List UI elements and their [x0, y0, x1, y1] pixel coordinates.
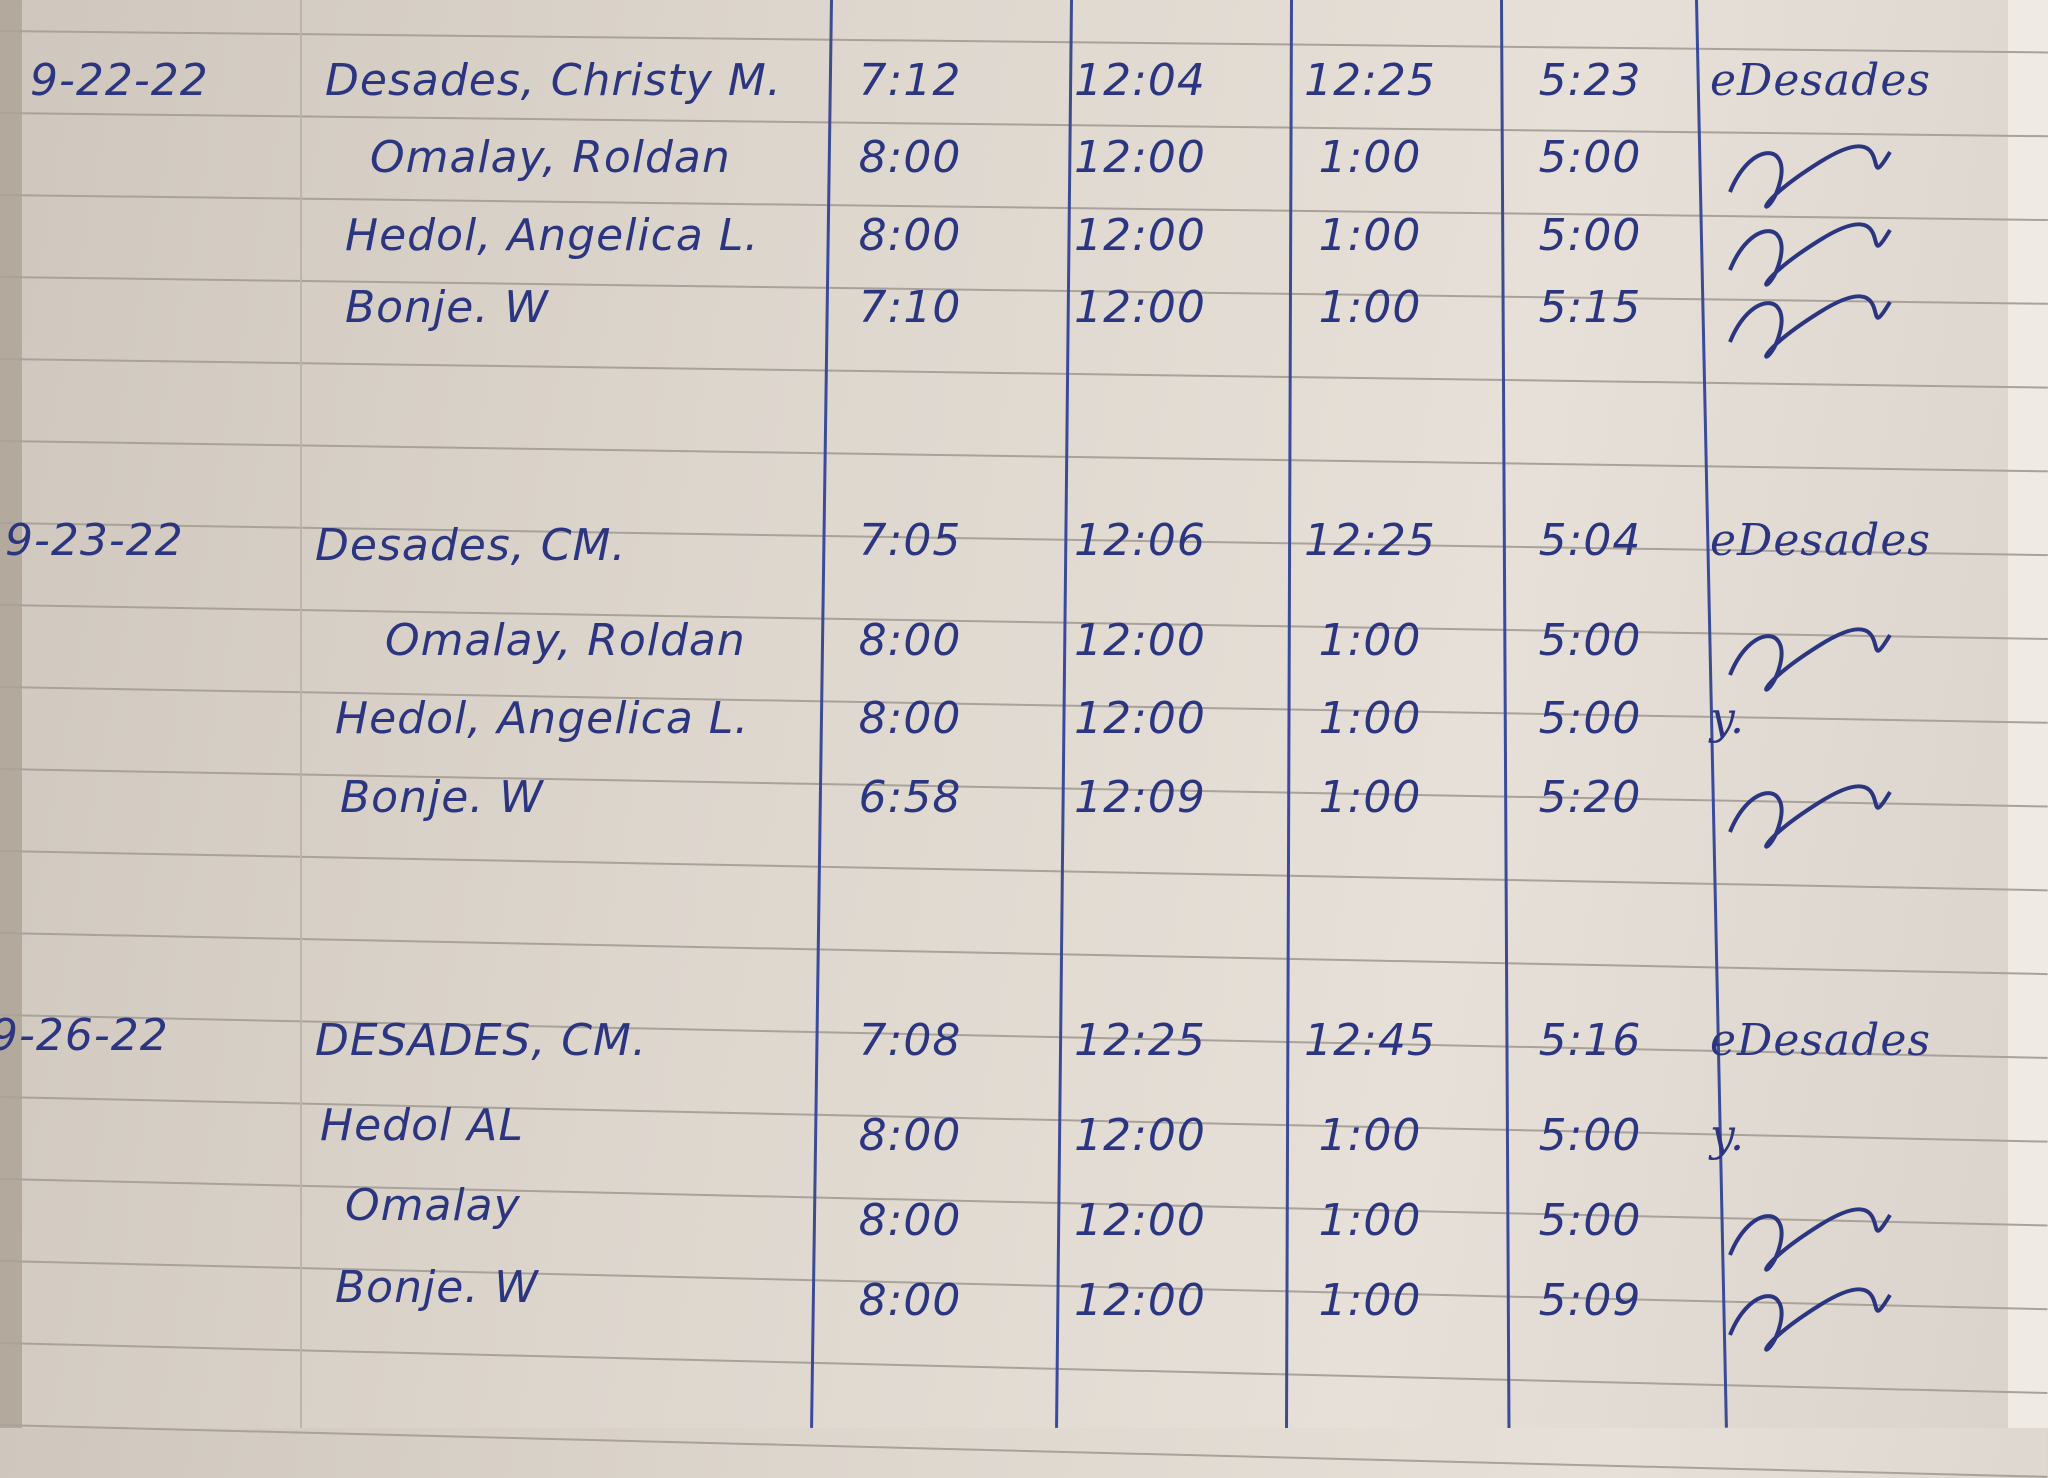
time-cell-time-in-pm: 12:45 [1304, 1015, 1436, 1066]
time-cell-time-out-pm: 5:16 [1538, 1015, 1642, 1066]
time-cell-time-out-pm: 5:15 [1538, 282, 1642, 333]
signature-scribble [1728, 784, 1892, 849]
signature [1710, 615, 1910, 716]
time-cell-time-out-pm: 5:00 [1538, 615, 1642, 666]
margin-line [300, 0, 302, 1428]
employee-name: Omalay, Roldan [370, 132, 731, 183]
employee-name: Desades, Christy M. [325, 55, 782, 106]
entry-date: 9-26-22 [0, 1010, 169, 1061]
employee-name: Bonje. W [335, 1262, 539, 1313]
signature: y. [1710, 693, 1745, 744]
employee-name: Desades, CM. [315, 520, 627, 571]
time-cell-time-in-pm: 1:00 [1318, 772, 1422, 823]
time-cell-time-in-am: 8:00 [858, 1195, 962, 1246]
signature-scribble [1728, 222, 1892, 287]
notebook-spine [0, 0, 22, 1428]
signature: y. [1710, 1110, 1745, 1161]
time-cell-time-in-am: 8:00 [858, 1275, 962, 1326]
signature-scribble [1728, 627, 1892, 692]
time-cell-time-in-am: 7:12 [858, 55, 962, 106]
time-cell-time-in-am: 6:58 [858, 772, 962, 823]
time-cell-time-in-am: 7:10 [858, 282, 962, 333]
time-cell-time-in-pm: 1:00 [1318, 210, 1422, 261]
time-cell-time-out-am: 12:09 [1074, 772, 1206, 823]
ruled-line [0, 932, 2048, 976]
time-cell-time-in-am: 8:00 [858, 693, 962, 744]
signature-scribble [1728, 1207, 1892, 1272]
time-cell-time-out-pm: 5:09 [1538, 1275, 1642, 1326]
time-cell-time-out-pm: 5:00 [1538, 1195, 1642, 1246]
ruled-line [0, 440, 2048, 473]
employee-name: DESADES, CM. [315, 1015, 647, 1066]
time-cell-time-in-pm: 12:25 [1304, 55, 1436, 106]
entry-date: 9-22-22 [30, 55, 209, 106]
time-cell-time-in-am: 8:00 [858, 1110, 962, 1161]
ruled-line [0, 1424, 2048, 1478]
time-cell-time-out-am: 12:04 [1074, 55, 1206, 106]
time-cell-time-out-pm: 5:00 [1538, 132, 1642, 183]
time-cell-time-in-pm: 1:00 [1318, 693, 1422, 744]
employee-name: Bonje. W [340, 772, 544, 823]
time-cell-time-in-am: 8:00 [858, 615, 962, 666]
time-cell-time-in-pm: 1:00 [1318, 1275, 1422, 1326]
signature-scribble [1728, 294, 1892, 359]
time-cell-time-out-am: 12:00 [1074, 693, 1206, 744]
employee-name: Omalay, Roldan [385, 615, 746, 666]
signature: eDesades [1710, 515, 1931, 566]
employee-name: Bonje. W [345, 282, 549, 333]
signature [1710, 772, 1910, 873]
time-cell-time-in-am: 8:00 [858, 132, 962, 183]
time-cell-time-in-pm: 1:00 [1318, 282, 1422, 333]
time-cell-time-in-am: 7:08 [858, 1015, 962, 1066]
signature-scribble [1728, 144, 1892, 209]
time-cell-time-in-am: 8:00 [858, 210, 962, 261]
time-cell-time-out-am: 12:00 [1074, 615, 1206, 666]
employee-name: Hedol AL [320, 1100, 524, 1151]
time-cell-time-out-pm: 5:00 [1538, 693, 1642, 744]
signature [1710, 1275, 1910, 1376]
time-cell-time-out-pm: 5:04 [1538, 515, 1642, 566]
signature-scribble [1728, 1287, 1892, 1352]
time-cell-time-out-am: 12:00 [1074, 1195, 1206, 1246]
time-cell-time-out-am: 12:06 [1074, 515, 1206, 566]
ruled-line [0, 30, 2048, 54]
time-cell-time-out-pm: 5:20 [1538, 772, 1642, 823]
time-cell-time-in-am: 7:05 [858, 515, 962, 566]
time-cell-time-in-pm: 1:00 [1318, 132, 1422, 183]
signature [1710, 210, 1910, 311]
employee-name: Omalay [345, 1180, 521, 1231]
signature [1710, 132, 1910, 233]
employee-name: Hedol, Angelica L. [345, 210, 760, 261]
employee-name: Hedol, Angelica L. [335, 693, 750, 744]
time-cell-time-out-am: 12:00 [1074, 132, 1206, 183]
time-cell-time-out-pm: 5:23 [1538, 55, 1642, 106]
signature: eDesades [1710, 1015, 1931, 1066]
signature: eDesades [1710, 55, 1931, 106]
time-cell-time-out-am: 12:00 [1074, 282, 1206, 333]
time-cell-time-in-pm: 1:00 [1318, 1110, 1422, 1161]
time-cell-time-out-am: 12:00 [1074, 210, 1206, 261]
time-cell-time-in-pm: 12:25 [1304, 515, 1436, 566]
time-cell-time-out-pm: 5:00 [1538, 1110, 1642, 1161]
time-cell-time-in-pm: 1:00 [1318, 1195, 1422, 1246]
time-cell-time-in-pm: 1:00 [1318, 615, 1422, 666]
entry-date: 9-23-22 [5, 515, 184, 566]
page-edge [2008, 0, 2048, 1428]
time-cell-time-out-pm: 5:00 [1538, 210, 1642, 261]
time-cell-time-out-am: 12:25 [1074, 1015, 1206, 1066]
signature [1710, 1195, 1910, 1296]
time-cell-time-out-am: 12:00 [1074, 1275, 1206, 1326]
time-cell-time-out-am: 12:00 [1074, 1110, 1206, 1161]
signature [1710, 282, 1910, 383]
